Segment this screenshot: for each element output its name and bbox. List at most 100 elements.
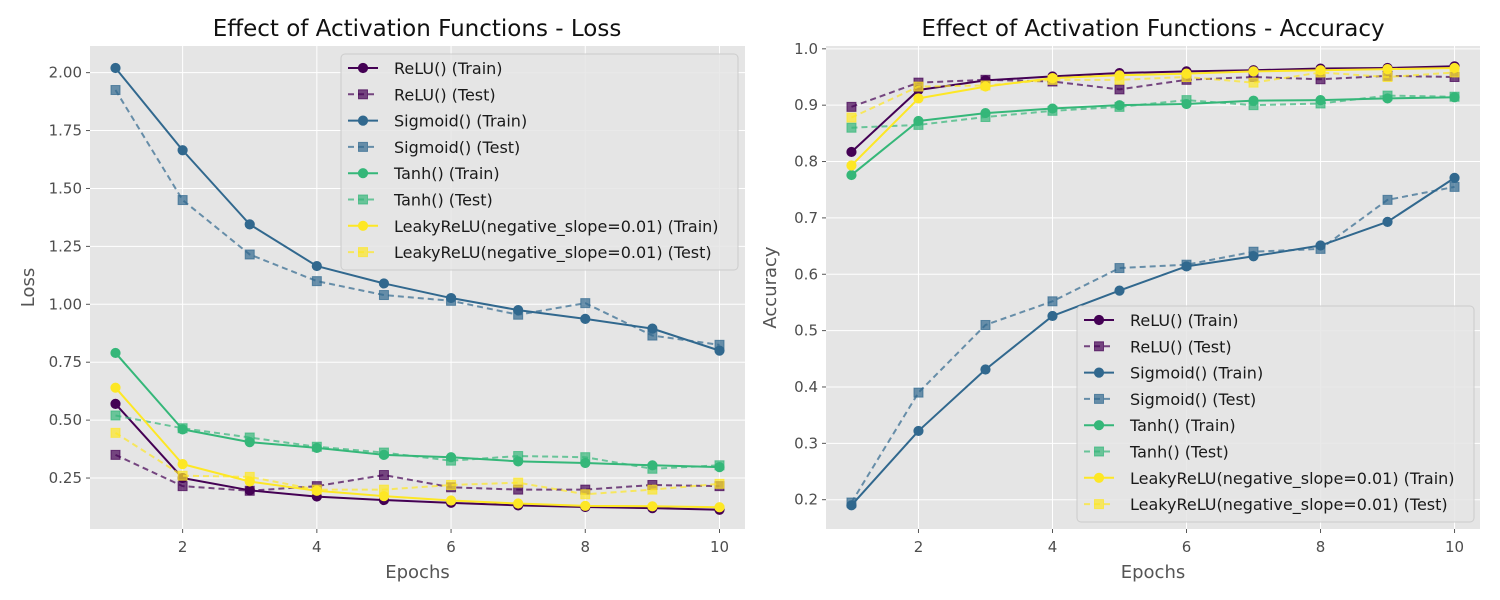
data-point	[110, 410, 121, 421]
series-line	[850, 65, 1455, 153]
data-point	[378, 484, 389, 495]
series-line	[850, 177, 1456, 506]
legend-box	[1076, 305, 1475, 523]
legend-marker	[357, 168, 369, 179]
series-line	[850, 185, 1455, 504]
data-point	[378, 278, 390, 289]
legend-label: Sigmoid() (Train)	[1130, 364, 1263, 383]
data-point	[647, 501, 658, 512]
y-tick-label: 0.25	[49, 469, 82, 487]
series-line	[851, 94, 1455, 129]
series-8	[110, 427, 725, 500]
data-point	[311, 260, 322, 272]
chart-title: Effect of Activation Functions - Loss	[213, 16, 622, 42]
data-point	[647, 463, 658, 474]
data-point	[311, 484, 322, 495]
legend-label: LeakyReLU(negative_slope=0.01) (Test)	[394, 243, 712, 263]
data-point	[1047, 310, 1058, 322]
data-point	[110, 398, 121, 410]
data-point	[647, 484, 658, 495]
x-tick-label: 4	[312, 538, 322, 556]
y-tick-label: 0.4	[794, 378, 818, 396]
data-point	[110, 85, 121, 96]
data-point	[311, 441, 322, 452]
data-point	[1382, 216, 1393, 227]
data-point	[177, 195, 188, 206]
legend-marker	[358, 247, 368, 258]
data-point	[647, 330, 658, 341]
y-tick-label: 1.00	[49, 295, 82, 313]
data-point	[980, 80, 991, 91]
legend-label: LeakyReLU(negative_slope=0.01) (Test)	[1130, 495, 1448, 515]
x-tick-label: 4	[1048, 538, 1058, 556]
legend: ReLU() (Train) ReLU() (Test) Sigmoid() (Tr…	[340, 53, 739, 271]
series-line	[851, 71, 1455, 119]
data-point	[513, 309, 524, 320]
data-point	[714, 478, 725, 489]
legend-marker	[1094, 446, 1104, 457]
data-point	[445, 495, 457, 506]
series-8	[846, 67, 1460, 123]
data-point	[980, 319, 991, 330]
data-point	[1248, 100, 1259, 111]
legend-label: Tanh() (Train)	[1129, 416, 1236, 435]
y-tick-label: 0.9	[794, 96, 818, 114]
x-tick-label: 6	[1182, 538, 1192, 556]
data-point	[1248, 77, 1259, 88]
x-tick-label: 2	[178, 538, 188, 556]
data-point	[378, 290, 389, 301]
series-line	[114, 403, 720, 511]
data-point	[177, 459, 188, 470]
series-line	[114, 387, 720, 509]
data-point	[714, 460, 725, 471]
data-point	[378, 470, 389, 481]
data-point	[913, 425, 924, 437]
series-line	[114, 67, 720, 352]
legend-marker	[1094, 341, 1104, 352]
data-point	[1382, 71, 1393, 82]
legend-label: LeakyReLU(negative_slope=0.01) (Train)	[394, 217, 719, 237]
data-point	[378, 447, 389, 458]
x-tick-label: 8	[1316, 538, 1326, 556]
legend-marker	[1093, 367, 1105, 378]
data-point	[513, 498, 524, 509]
legend-marker	[357, 220, 369, 231]
data-point	[580, 489, 591, 500]
data-point	[446, 455, 457, 466]
accuracy-chart: 2 4 6 8 10 0.2 0.3 0.4 0.5 0.6 0.7 0.8 0.9 1.0 Effect …	[760, 16, 1480, 583]
legend-marker	[1093, 472, 1105, 483]
legend-marker	[1093, 420, 1105, 431]
data-point	[177, 481, 188, 492]
legend-label: ReLU() (Train)	[1130, 311, 1239, 330]
legend-label: Tanh() (Test)	[393, 191, 493, 210]
data-point	[913, 119, 924, 130]
series-6	[110, 410, 725, 474]
x-tick-label: 10	[710, 538, 729, 556]
x-axis-label: Epochs	[1121, 562, 1186, 583]
data-point	[1114, 74, 1125, 85]
y-tick-label: 0.50	[49, 411, 82, 429]
legend: ReLU() (Train) ReLU() (Test) Sigmoid() (Tr…	[1076, 305, 1475, 523]
data-point	[846, 146, 857, 158]
legend-marker	[1094, 499, 1104, 510]
chart-title: Effect of Activation Functions - Accurac…	[921, 16, 1384, 42]
y-tick-label: 1.50	[49, 179, 82, 197]
data-point	[177, 423, 188, 434]
data-point	[311, 276, 322, 287]
data-point	[1181, 95, 1192, 106]
legend-box	[340, 53, 739, 271]
data-point	[846, 112, 857, 123]
series-4	[846, 181, 1460, 508]
data-point	[446, 295, 457, 306]
data-point	[913, 81, 924, 92]
legend-label: ReLU() (Test)	[394, 85, 496, 104]
data-point	[110, 382, 121, 393]
y-tick-label: 1.75	[49, 122, 82, 140]
data-point	[1248, 66, 1259, 77]
data-point	[580, 298, 591, 309]
data-point	[1449, 67, 1460, 78]
data-point	[1114, 285, 1125, 296]
x-tick-label: 2	[914, 538, 924, 556]
data-point	[580, 452, 591, 463]
